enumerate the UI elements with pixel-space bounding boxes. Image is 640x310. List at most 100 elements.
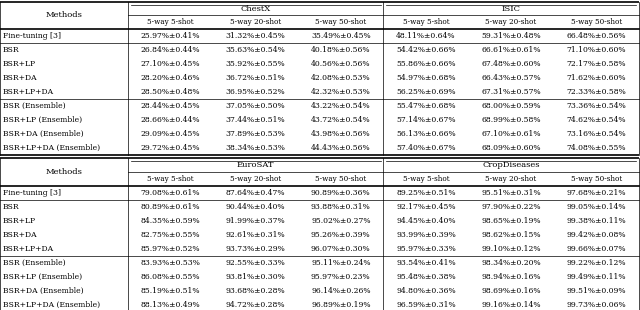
- Text: 40.18%±0.56%: 40.18%±0.56%: [311, 46, 371, 54]
- Text: 99.16%±0.14%: 99.16%±0.14%: [481, 301, 541, 308]
- Text: 92.17%±0.45%: 92.17%±0.45%: [396, 203, 456, 211]
- Text: 37.05%±0.50%: 37.05%±0.50%: [226, 102, 285, 110]
- Text: 5-way 50-shot: 5-way 50-shot: [570, 175, 622, 183]
- Text: 42.32%±0.53%: 42.32%±0.53%: [311, 88, 371, 96]
- Text: BSR+DA (Ensemble): BSR+DA (Ensemble): [3, 287, 83, 295]
- Text: 48.11%±0.64%: 48.11%±0.64%: [396, 32, 456, 40]
- Text: 99.22%±0.12%: 99.22%±0.12%: [566, 259, 626, 267]
- Text: 99.38%±0.11%: 99.38%±0.11%: [566, 217, 626, 225]
- Text: Fine-tuning [3]: Fine-tuning [3]: [3, 189, 61, 197]
- Text: 90.44%±0.40%: 90.44%±0.40%: [226, 203, 285, 211]
- Text: 66.48%±0.56%: 66.48%±0.56%: [566, 32, 626, 40]
- Text: 66.43%±0.57%: 66.43%±0.57%: [481, 74, 541, 82]
- Text: 5-way 50-shot: 5-way 50-shot: [315, 18, 367, 26]
- Text: BSR (Ensemble): BSR (Ensemble): [3, 102, 65, 110]
- Text: 5-way 50-shot: 5-way 50-shot: [315, 175, 367, 183]
- Text: 5-way 50-shot: 5-way 50-shot: [570, 18, 622, 26]
- Text: 74.62%±0.54%: 74.62%±0.54%: [566, 116, 626, 124]
- Text: 27.10%±0.45%: 27.10%±0.45%: [141, 60, 200, 68]
- Text: 93.68%±0.28%: 93.68%±0.28%: [226, 287, 285, 295]
- Text: 93.81%±0.30%: 93.81%±0.30%: [226, 273, 285, 281]
- Text: 96.59%±0.31%: 96.59%±0.31%: [396, 301, 456, 308]
- Text: 68.09%±0.60%: 68.09%±0.60%: [481, 144, 541, 152]
- Text: 99.51%±0.09%: 99.51%±0.09%: [566, 287, 626, 295]
- Text: 99.73%±0.06%: 99.73%±0.06%: [566, 301, 626, 308]
- Text: 99.49%±0.11%: 99.49%±0.11%: [566, 273, 626, 281]
- Text: 35.49%±0.45%: 35.49%±0.45%: [311, 32, 371, 40]
- Text: 5-way 20-shot: 5-way 20-shot: [485, 18, 537, 26]
- Text: 43.98%±0.56%: 43.98%±0.56%: [311, 130, 371, 138]
- Text: 97.90%±0.22%: 97.90%±0.22%: [481, 203, 541, 211]
- Text: 67.31%±0.57%: 67.31%±0.57%: [481, 88, 541, 96]
- Text: 93.73%±0.29%: 93.73%±0.29%: [226, 245, 285, 253]
- Text: 95.51%±0.31%: 95.51%±0.31%: [481, 189, 541, 197]
- Text: BSR+DA: BSR+DA: [3, 231, 37, 239]
- Text: 98.69%±0.16%: 98.69%±0.16%: [481, 287, 541, 295]
- Text: 35.92%±0.55%: 35.92%±0.55%: [226, 60, 285, 68]
- Text: 89.25%±0.51%: 89.25%±0.51%: [396, 189, 456, 197]
- Text: 28.44%±0.45%: 28.44%±0.45%: [141, 102, 200, 110]
- Text: 57.14%±0.67%: 57.14%±0.67%: [396, 116, 456, 124]
- Text: 68.99%±0.58%: 68.99%±0.58%: [481, 116, 541, 124]
- Text: 38.34%±0.53%: 38.34%±0.53%: [226, 144, 285, 152]
- Text: 67.10%±0.61%: 67.10%±0.61%: [481, 130, 541, 138]
- Text: 96.07%±0.30%: 96.07%±0.30%: [311, 245, 371, 253]
- Text: 37.44%±0.51%: 37.44%±0.51%: [226, 116, 285, 124]
- Text: 5-way 20-shot: 5-way 20-shot: [230, 175, 282, 183]
- Text: BSR+LP+DA (Ensemble): BSR+LP+DA (Ensemble): [3, 144, 100, 152]
- Text: 99.10%±0.12%: 99.10%±0.12%: [481, 245, 541, 253]
- Text: 83.93%±0.53%: 83.93%±0.53%: [141, 259, 200, 267]
- Text: 67.48%±0.60%: 67.48%±0.60%: [481, 60, 541, 68]
- Text: 95.97%±0.23%: 95.97%±0.23%: [311, 273, 371, 281]
- Text: 98.62%±0.15%: 98.62%±0.15%: [481, 231, 541, 239]
- Text: Methods: Methods: [45, 11, 83, 20]
- Text: 94.72%±0.28%: 94.72%±0.28%: [226, 301, 285, 308]
- Text: BSR (Ensemble): BSR (Ensemble): [3, 259, 65, 267]
- Text: 99.66%±0.07%: 99.66%±0.07%: [566, 245, 626, 253]
- Text: 82.75%±0.55%: 82.75%±0.55%: [141, 231, 200, 239]
- Text: 98.34%±0.20%: 98.34%±0.20%: [481, 259, 541, 267]
- Text: 74.08%±0.55%: 74.08%±0.55%: [566, 144, 626, 152]
- Text: 72.33%±0.58%: 72.33%±0.58%: [566, 88, 626, 96]
- Text: 37.89%±0.53%: 37.89%±0.53%: [226, 130, 285, 138]
- Text: BSR+LP (Ensemble): BSR+LP (Ensemble): [3, 273, 82, 281]
- Text: BSR+LP+DA: BSR+LP+DA: [3, 245, 54, 253]
- Text: 55.86%±0.66%: 55.86%±0.66%: [396, 60, 456, 68]
- Text: 26.84%±0.44%: 26.84%±0.44%: [141, 46, 200, 54]
- Text: 91.99%±0.37%: 91.99%±0.37%: [226, 217, 285, 225]
- Text: 55.47%±0.68%: 55.47%±0.68%: [396, 102, 456, 110]
- Text: 35.63%±0.54%: 35.63%±0.54%: [226, 46, 285, 54]
- Text: 84.35%±0.59%: 84.35%±0.59%: [141, 217, 200, 225]
- Text: 28.66%±0.44%: 28.66%±0.44%: [141, 116, 200, 124]
- Text: 92.55%±0.33%: 92.55%±0.33%: [226, 259, 285, 267]
- Text: 94.45%±0.40%: 94.45%±0.40%: [396, 217, 456, 225]
- Text: Methods: Methods: [45, 168, 83, 176]
- Text: BSR: BSR: [3, 46, 19, 54]
- Text: 71.62%±0.60%: 71.62%±0.60%: [566, 74, 626, 82]
- Text: 5-way 5-shot: 5-way 5-shot: [403, 18, 449, 26]
- Text: 29.09%±0.45%: 29.09%±0.45%: [141, 130, 200, 138]
- Text: BSR+LP (Ensemble): BSR+LP (Ensemble): [3, 116, 82, 124]
- Text: 96.89%±0.19%: 96.89%±0.19%: [311, 301, 371, 308]
- Text: 90.89%±0.36%: 90.89%±0.36%: [311, 189, 371, 197]
- Text: 25.97%±0.41%: 25.97%±0.41%: [141, 32, 200, 40]
- Text: 73.16%±0.54%: 73.16%±0.54%: [566, 130, 626, 138]
- Text: 5-way 20-shot: 5-way 20-shot: [230, 18, 282, 26]
- Text: 71.10%±0.60%: 71.10%±0.60%: [566, 46, 626, 54]
- Text: 99.42%±0.08%: 99.42%±0.08%: [566, 231, 626, 239]
- Text: 57.40%±0.67%: 57.40%±0.67%: [396, 144, 456, 152]
- Text: BSR+LP: BSR+LP: [3, 217, 36, 225]
- Text: 31.32%±0.45%: 31.32%±0.45%: [226, 32, 285, 40]
- Text: 95.48%±0.38%: 95.48%±0.38%: [396, 273, 456, 281]
- Text: 36.72%±0.51%: 36.72%±0.51%: [226, 74, 285, 82]
- Text: BSR+DA: BSR+DA: [3, 74, 37, 82]
- Text: Fine-tuning [3]: Fine-tuning [3]: [3, 32, 61, 40]
- Text: 95.02%±0.27%: 95.02%±0.27%: [311, 217, 371, 225]
- Text: 56.25%±0.69%: 56.25%±0.69%: [396, 88, 456, 96]
- Text: 43.72%±0.54%: 43.72%±0.54%: [311, 116, 371, 124]
- Text: 5-way 5-shot: 5-way 5-shot: [147, 175, 194, 183]
- Text: 68.00%±0.59%: 68.00%±0.59%: [481, 102, 541, 110]
- Text: 79.08%±0.61%: 79.08%±0.61%: [141, 189, 200, 197]
- Text: CropDiseases: CropDiseases: [483, 162, 540, 169]
- Text: 73.36%±0.54%: 73.36%±0.54%: [566, 102, 626, 110]
